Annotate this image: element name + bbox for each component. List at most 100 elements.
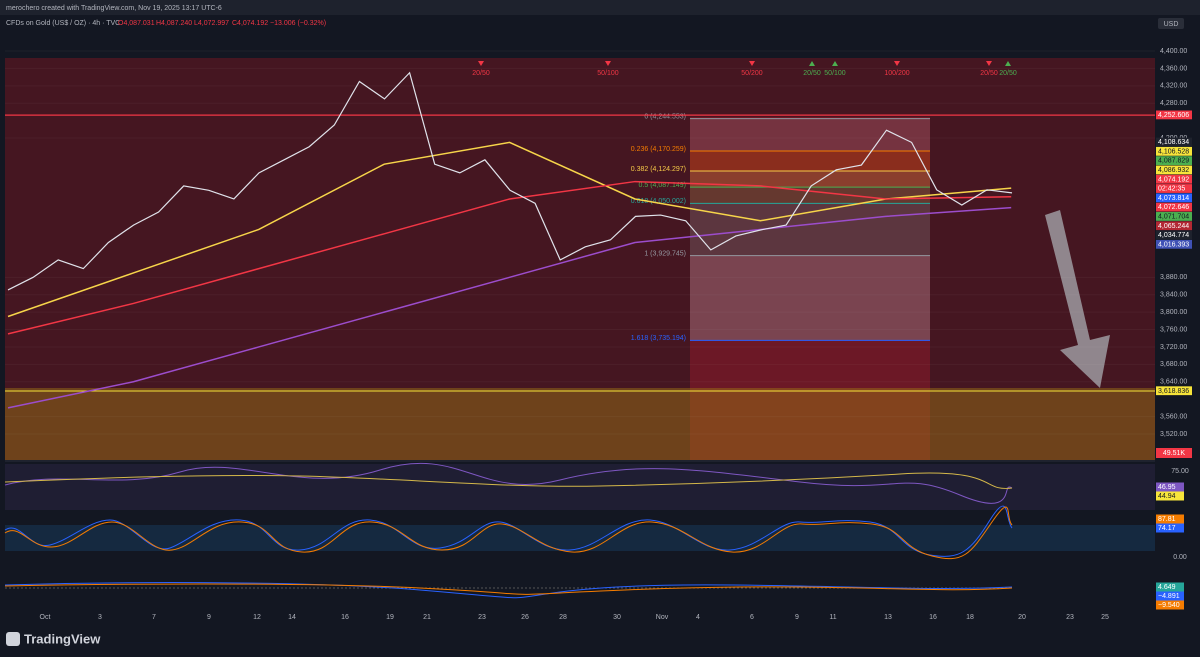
time-label: 23 bbox=[478, 614, 486, 621]
signal-label: 20/50 bbox=[472, 70, 490, 77]
signal-marker bbox=[478, 61, 484, 66]
moving-average bbox=[7, 206, 1012, 409]
macd-badge bbox=[1156, 591, 1184, 601]
stoch-level: 0.00 bbox=[1173, 554, 1187, 561]
rsi-line bbox=[4, 462, 1013, 504]
currency-box bbox=[1158, 18, 1184, 29]
macd-value: −9.540 bbox=[1158, 602, 1180, 609]
price-marker: 4,106.528 bbox=[1158, 148, 1189, 155]
price-marker-bg bbox=[1156, 202, 1192, 212]
arrow bbox=[1045, 210, 1110, 388]
price-marker-bg bbox=[1156, 386, 1192, 396]
price-line bbox=[7, 71, 1013, 291]
time-label: Oct bbox=[40, 614, 51, 621]
time-label: 18 bbox=[966, 614, 974, 621]
price-marker-bg bbox=[1156, 110, 1192, 120]
time-label: Nov bbox=[656, 614, 669, 621]
moving-average bbox=[7, 141, 1012, 318]
volume-label: 49.51K bbox=[1163, 450, 1186, 457]
price-marker-bg bbox=[1156, 165, 1192, 175]
low: L4,072.997 bbox=[194, 20, 229, 27]
fib-zone bbox=[690, 187, 930, 204]
price-marker: 4,016.393 bbox=[1158, 241, 1189, 248]
price-marker-bg bbox=[1156, 193, 1192, 203]
price-tick-label: 4,280.00 bbox=[1160, 100, 1187, 107]
signal-label: 50/100 bbox=[597, 70, 619, 77]
change: −13.006 (−0.32%) bbox=[270, 20, 326, 27]
time-label: 14 bbox=[288, 614, 296, 621]
time-label: 4 bbox=[696, 614, 700, 621]
time-label: 3 bbox=[98, 614, 102, 621]
signal-line bbox=[4, 583, 1013, 595]
stoch-badge bbox=[1156, 523, 1184, 533]
macd-value: 4.649 bbox=[1158, 584, 1176, 591]
fib-label: 0 (4,244.553) bbox=[644, 113, 686, 120]
price-marker-bg bbox=[1156, 137, 1192, 147]
time-label: 28 bbox=[559, 614, 567, 621]
price-marker-bg bbox=[1156, 146, 1192, 156]
time-label: 23 bbox=[1066, 614, 1074, 621]
price-tick-label: 3,720.00 bbox=[1160, 344, 1187, 351]
fib-box bbox=[690, 117, 930, 460]
fib-label: 0.618 (4,050.002) bbox=[631, 198, 686, 205]
fib-zone bbox=[690, 150, 930, 171]
price-marker-bg bbox=[1156, 156, 1192, 166]
macd-badge bbox=[1156, 600, 1184, 610]
rsi-ma bbox=[4, 472, 1013, 489]
price-tick-label: 3,640.00 bbox=[1160, 379, 1187, 386]
signal-label: 20/50 bbox=[999, 70, 1017, 77]
price-axis bbox=[1155, 15, 1200, 630]
time-label: 11 bbox=[829, 614, 836, 621]
fib-zone bbox=[690, 255, 930, 341]
rsi-badge bbox=[1156, 482, 1184, 492]
price-marker-bg bbox=[1156, 230, 1192, 240]
fib-zone bbox=[690, 170, 930, 188]
price-tick-label: 4,320.00 bbox=[1160, 83, 1187, 90]
price-marker: 4,086.932 bbox=[1158, 167, 1189, 174]
fib-label: 0.5 (4,087.149) bbox=[639, 182, 686, 189]
rsi-level: 75.00 bbox=[1171, 468, 1189, 475]
time-label: 12 bbox=[253, 614, 261, 621]
price-tick-label: 4,360.00 bbox=[1160, 65, 1187, 72]
time-label: 7 bbox=[152, 614, 156, 621]
signal-label: 50/200 bbox=[741, 70, 763, 77]
time-label: 6 bbox=[750, 614, 754, 621]
countdown: 02:42:35 bbox=[1158, 186, 1185, 193]
price-marker: 4,034.774 bbox=[1158, 232, 1189, 239]
currency: USD bbox=[1164, 21, 1179, 28]
time-label: 25 bbox=[1101, 614, 1109, 621]
signal-marker bbox=[605, 61, 611, 66]
time-label: 30 bbox=[613, 614, 621, 621]
signal-marker bbox=[986, 61, 992, 66]
price-marker: 4,065.244 bbox=[1158, 223, 1189, 230]
price-marker-bg bbox=[1156, 221, 1192, 231]
price-marker-bg bbox=[1156, 174, 1192, 184]
price-marker: 4,087.829 bbox=[1158, 158, 1189, 165]
signal-label: 20/50 bbox=[803, 70, 821, 77]
time-label: 16 bbox=[929, 614, 937, 621]
fib-label: 1.618 (3,735.194) bbox=[631, 335, 686, 342]
moving-average bbox=[7, 180, 1012, 335]
volume-badge bbox=[1156, 448, 1192, 458]
price-marker: 4,252.606 bbox=[1158, 112, 1189, 119]
signal-marker bbox=[749, 61, 755, 66]
rsi-pane bbox=[5, 464, 1155, 510]
brand: TradingView bbox=[24, 631, 101, 646]
time-label: 9 bbox=[207, 614, 211, 621]
time-label: 9 bbox=[795, 614, 799, 621]
stoch-value: 87.81 bbox=[1158, 516, 1176, 523]
price-tick-label: 3,840.00 bbox=[1160, 292, 1187, 299]
time-label: 16 bbox=[341, 614, 349, 621]
time-label: 21 bbox=[423, 614, 431, 621]
signal-marker bbox=[894, 61, 900, 66]
open: O4,087.031 bbox=[118, 20, 155, 27]
rsi-badge bbox=[1156, 491, 1184, 501]
fib-label: 1 (3,929.745) bbox=[644, 251, 686, 258]
price-marker-bg bbox=[1156, 212, 1192, 221]
legend: CFDs on Gold (US$ / OZ) · 4h · TVC O4,08… bbox=[6, 20, 326, 27]
fib-zone bbox=[690, 118, 930, 151]
signal-label: 100/200 bbox=[884, 70, 909, 77]
red-zone bbox=[5, 58, 1155, 460]
price-tick-label: 3,680.00 bbox=[1160, 361, 1187, 368]
